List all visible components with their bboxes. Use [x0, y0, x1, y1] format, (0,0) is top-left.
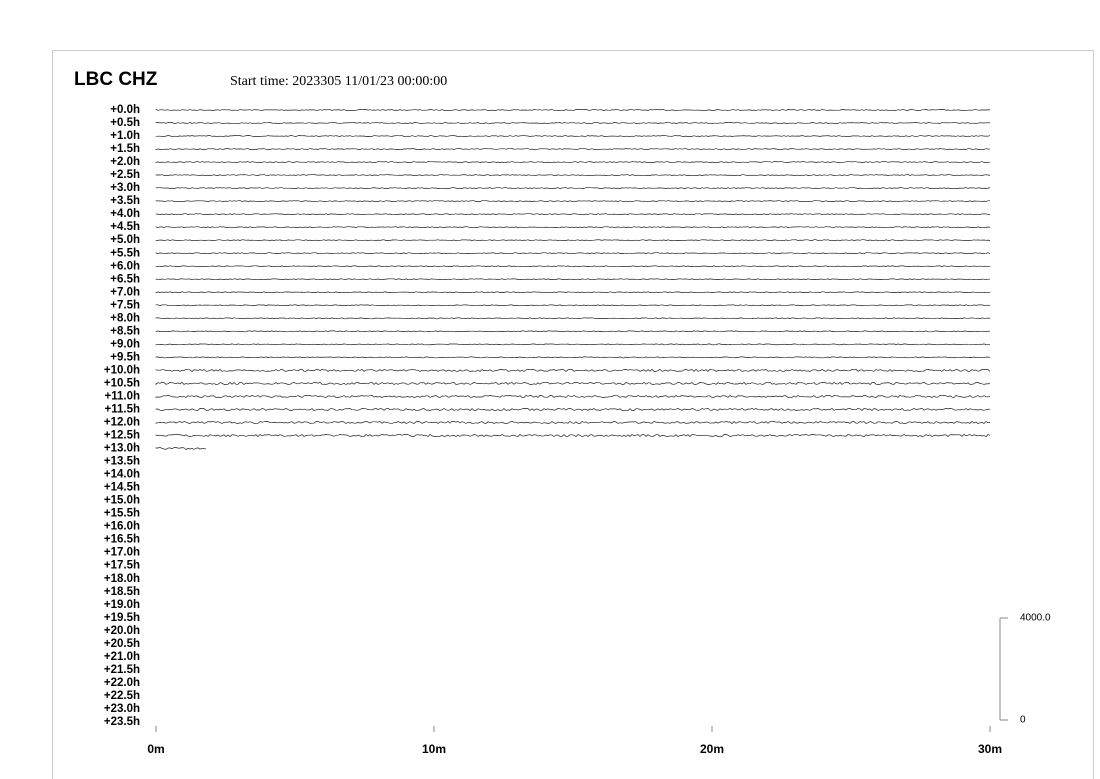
- trace: [155, 368, 991, 372]
- row-label: +13.5h: [104, 456, 140, 468]
- row-label: +7.0h: [110, 286, 140, 298]
- trace: [155, 148, 991, 150]
- row-label: +4.0h: [110, 208, 140, 220]
- row-label: +18.5h: [104, 586, 140, 598]
- row-label: +16.5h: [104, 534, 140, 546]
- row-label: +14.5h: [104, 482, 140, 494]
- row-label: +1.5h: [110, 143, 140, 155]
- chart-title: LBC CHZ: [74, 69, 158, 90]
- row-label: +23.5h: [104, 716, 140, 728]
- trace: [155, 278, 990, 281]
- start-time: Start time: 2023305 11/01/23 00:00:00: [230, 74, 447, 89]
- trace: [155, 330, 991, 333]
- frame: [52, 50, 1094, 779]
- row-label: +8.0h: [110, 312, 140, 324]
- trace: [155, 200, 991, 202]
- row-label: +9.5h: [110, 351, 140, 363]
- row-label: +21.0h: [104, 651, 140, 663]
- row-label: +15.5h: [104, 508, 140, 520]
- row-label: +22.0h: [104, 677, 140, 689]
- row-label: +7.5h: [110, 299, 140, 311]
- trace: [155, 356, 991, 359]
- row-label: +21.5h: [104, 664, 140, 676]
- row-label: +11.0h: [105, 390, 141, 402]
- row-label: +17.5h: [104, 560, 140, 572]
- trace: [155, 394, 991, 398]
- trace: [155, 433, 991, 438]
- trace: [155, 252, 991, 255]
- row-label: +4.5h: [110, 221, 140, 233]
- row-label: +6.5h: [110, 273, 140, 285]
- row-label: +12.0h: [104, 417, 140, 429]
- row-label: +16.0h: [104, 521, 140, 533]
- row-label: +5.0h: [110, 234, 140, 246]
- trace: [155, 187, 991, 189]
- trace: [155, 108, 991, 111]
- trace: [155, 420, 990, 425]
- trace: [155, 135, 991, 137]
- row-label: +20.5h: [104, 638, 140, 650]
- row-label: +3.0h: [110, 182, 140, 194]
- row-label: +17.0h: [104, 547, 140, 559]
- row-label: +10.0h: [104, 364, 140, 376]
- scale-label: 0: [1020, 715, 1026, 726]
- row-label: +9.0h: [110, 338, 140, 350]
- row-label: +11.5h: [105, 403, 141, 415]
- row-label: +5.5h: [110, 247, 140, 259]
- row-label: +19.5h: [104, 612, 140, 624]
- trace: [155, 265, 991, 268]
- trace: [155, 317, 991, 320]
- row-label: +12.5h: [104, 430, 140, 442]
- row-label: +22.5h: [104, 690, 140, 702]
- trace: [155, 213, 990, 216]
- row-label: +2.5h: [110, 169, 140, 181]
- trace: [155, 343, 991, 346]
- row-label: +23.0h: [104, 703, 140, 715]
- trace: [155, 226, 991, 229]
- trace: [155, 122, 991, 124]
- row-label: +15.0h: [104, 495, 140, 507]
- x-tick-label: 0m: [147, 742, 164, 756]
- row-label: +0.0h: [110, 104, 140, 116]
- x-tick-label: 20m: [700, 742, 724, 756]
- row-label: +6.0h: [110, 260, 140, 272]
- trace: [155, 239, 991, 242]
- row-label: +3.5h: [110, 195, 140, 207]
- row-label: +1.0h: [110, 130, 140, 142]
- trace: [155, 381, 991, 386]
- trace: [155, 407, 991, 411]
- row-label: +10.5h: [104, 377, 140, 389]
- row-label: +20.0h: [104, 625, 140, 637]
- trace: [155, 291, 991, 294]
- row-label: +19.0h: [104, 599, 140, 611]
- row-label: +2.0h: [110, 156, 140, 168]
- row-label: +8.5h: [110, 325, 140, 337]
- row-label: +18.0h: [104, 573, 140, 585]
- trace: [155, 447, 207, 451]
- x-tick-label: 30m: [978, 742, 1002, 756]
- row-label: +14.0h: [104, 469, 140, 481]
- trace: [155, 304, 991, 307]
- x-tick-label: 10m: [422, 742, 446, 756]
- trace: [155, 174, 991, 176]
- scale-label: 4000.0: [1020, 613, 1051, 624]
- trace: [155, 161, 991, 163]
- row-label: +13.0h: [104, 443, 140, 455]
- row-label: +0.5h: [110, 117, 140, 129]
